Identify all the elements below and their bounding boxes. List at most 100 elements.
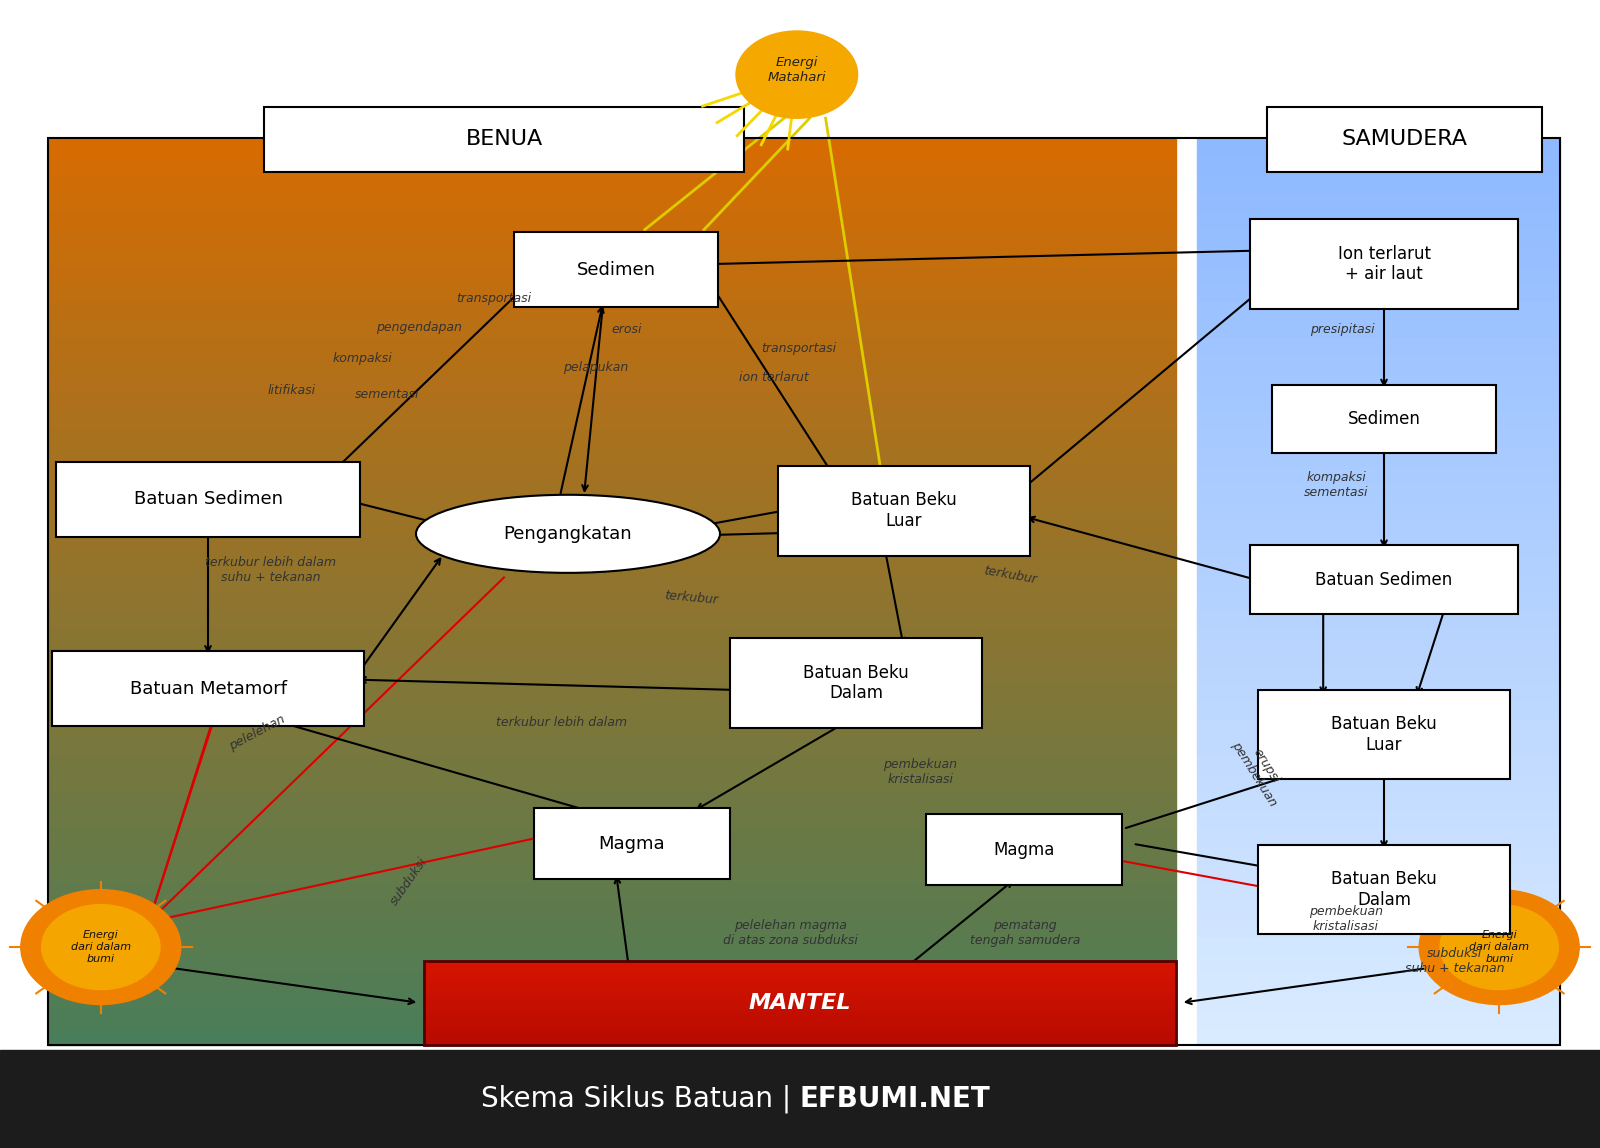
- Bar: [1197, 719, 1560, 736]
- Bar: [1197, 610, 1560, 628]
- Bar: [1197, 501, 1560, 519]
- Bar: [48, 645, 1176, 664]
- Text: SAMUDERA: SAMUDERA: [1342, 129, 1467, 149]
- Bar: [48, 265, 1176, 282]
- Text: terkubur lebih dalam: terkubur lebih dalam: [496, 715, 627, 729]
- Bar: [1197, 138, 1560, 156]
- Bar: [48, 954, 1176, 972]
- Bar: [48, 554, 1176, 573]
- Bar: [48, 247, 1176, 265]
- Bar: [48, 917, 1176, 936]
- Bar: [48, 991, 1176, 1008]
- Bar: [1197, 809, 1560, 827]
- Bar: [48, 210, 1176, 228]
- Bar: [1197, 301, 1560, 319]
- Text: kompaksi
sementasi: kompaksi sementasi: [1304, 471, 1368, 499]
- Text: Batuan Sedimen: Batuan Sedimen: [133, 490, 283, 509]
- Bar: [424, 961, 1176, 1045]
- Bar: [1197, 210, 1560, 228]
- Bar: [48, 845, 1176, 863]
- Text: BENUA: BENUA: [466, 129, 542, 149]
- Bar: [48, 719, 1176, 736]
- FancyBboxPatch shape: [926, 814, 1122, 885]
- Bar: [424, 1007, 1176, 1011]
- Text: Magma: Magma: [598, 835, 666, 853]
- Bar: [424, 1011, 1176, 1015]
- Text: Magma: Magma: [994, 840, 1054, 859]
- FancyBboxPatch shape: [56, 463, 360, 537]
- Bar: [1197, 554, 1560, 573]
- Bar: [1197, 773, 1560, 791]
- Text: Batuan Beku
Luar: Batuan Beku Luar: [851, 491, 957, 530]
- Bar: [424, 969, 1176, 974]
- Bar: [48, 447, 1176, 464]
- Bar: [424, 1037, 1176, 1040]
- FancyBboxPatch shape: [730, 638, 982, 728]
- Bar: [48, 501, 1176, 519]
- Text: pelelehan: pelelehan: [227, 712, 288, 753]
- Text: ion terlarut: ion terlarut: [739, 371, 810, 385]
- Bar: [48, 736, 1176, 754]
- Bar: [1197, 591, 1560, 610]
- Bar: [1197, 410, 1560, 428]
- Bar: [48, 664, 1176, 682]
- Bar: [1197, 265, 1560, 282]
- FancyBboxPatch shape: [778, 466, 1030, 556]
- Bar: [424, 986, 1176, 991]
- Bar: [48, 519, 1176, 537]
- Text: erupsi
pembekuan: erupsi pembekuan: [1229, 731, 1291, 809]
- Bar: [424, 1019, 1176, 1024]
- Bar: [1197, 972, 1560, 991]
- Circle shape: [736, 31, 858, 118]
- Bar: [1197, 482, 1560, 501]
- Text: Sedimen: Sedimen: [576, 261, 656, 279]
- Bar: [424, 991, 1176, 994]
- FancyBboxPatch shape: [264, 107, 744, 172]
- Bar: [1197, 156, 1560, 174]
- Bar: [48, 228, 1176, 247]
- Circle shape: [1440, 905, 1558, 990]
- Bar: [424, 982, 1176, 986]
- Bar: [1197, 845, 1560, 863]
- Bar: [424, 1015, 1176, 1019]
- Bar: [1197, 228, 1560, 247]
- Text: pengendapan: pengendapan: [376, 320, 462, 334]
- Bar: [48, 138, 1176, 156]
- Bar: [1197, 338, 1560, 356]
- Bar: [48, 610, 1176, 628]
- Bar: [1197, 464, 1560, 482]
- Text: Pengangkatan: Pengangkatan: [504, 525, 632, 543]
- Bar: [424, 961, 1176, 965]
- Bar: [48, 410, 1176, 428]
- Text: Batuan Beku
Dalam: Batuan Beku Dalam: [1331, 870, 1437, 909]
- Text: subduksi: subduksi: [387, 855, 429, 908]
- FancyBboxPatch shape: [53, 652, 365, 727]
- Bar: [1197, 447, 1560, 464]
- Bar: [48, 591, 1176, 610]
- Bar: [48, 754, 1176, 773]
- Bar: [424, 965, 1176, 969]
- Bar: [1197, 863, 1560, 882]
- Bar: [1197, 645, 1560, 664]
- Text: pembekuan
kristalisasi: pembekuan kristalisasi: [1309, 905, 1382, 933]
- Bar: [1197, 174, 1560, 192]
- FancyBboxPatch shape: [1250, 219, 1518, 309]
- FancyBboxPatch shape: [1272, 385, 1496, 453]
- Text: pelapukan: pelapukan: [563, 360, 629, 374]
- Bar: [1197, 736, 1560, 754]
- FancyBboxPatch shape: [1267, 107, 1542, 172]
- Bar: [48, 338, 1176, 356]
- Bar: [48, 1008, 1176, 1026]
- Bar: [1197, 917, 1560, 936]
- Bar: [1197, 664, 1560, 682]
- FancyBboxPatch shape: [1258, 690, 1510, 779]
- Text: pematang
tengah samudera: pematang tengah samudera: [970, 918, 1080, 947]
- Bar: [48, 700, 1176, 719]
- Bar: [1197, 954, 1560, 972]
- Bar: [1197, 900, 1560, 917]
- Bar: [48, 863, 1176, 882]
- Text: Energi
dari dalam
bumi: Energi dari dalam bumi: [70, 931, 131, 963]
- Text: pembekuan
kristalisasi: pembekuan kristalisasi: [883, 758, 957, 786]
- Bar: [48, 156, 1176, 174]
- Bar: [1197, 319, 1560, 338]
